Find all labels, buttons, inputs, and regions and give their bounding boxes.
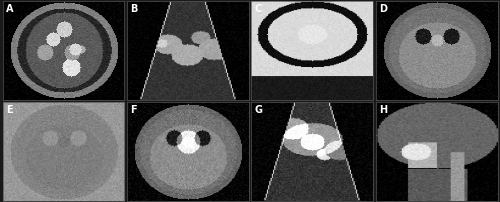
Text: H: H bbox=[379, 105, 388, 115]
Text: B: B bbox=[130, 4, 138, 14]
Text: A: A bbox=[6, 4, 14, 14]
Text: C: C bbox=[255, 4, 262, 14]
Text: D: D bbox=[379, 4, 387, 14]
Text: F: F bbox=[130, 105, 137, 115]
Text: G: G bbox=[255, 105, 263, 115]
Text: E: E bbox=[6, 105, 13, 115]
